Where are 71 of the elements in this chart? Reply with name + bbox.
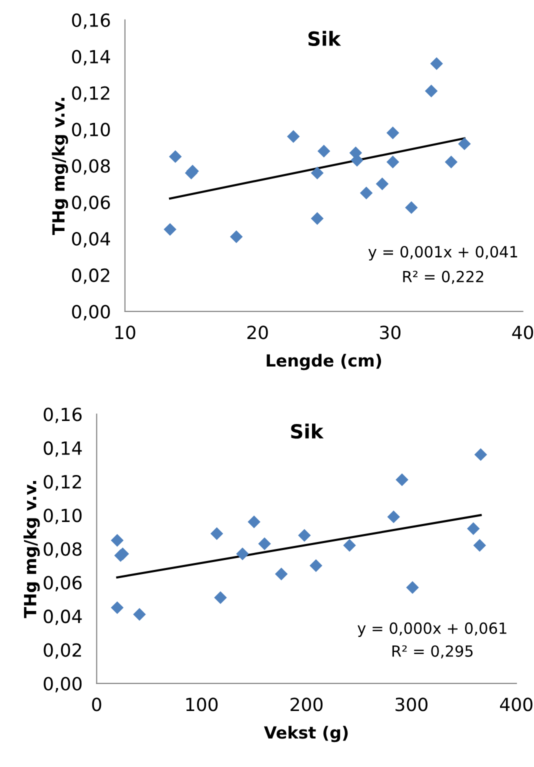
- point: [444, 156, 458, 168]
- x-tick-label: 200: [290, 698, 323, 712]
- point: [274, 568, 288, 580]
- x-tick-label: 10: [115, 326, 136, 340]
- y-tick-label: 0,00: [72, 304, 110, 320]
- point: [396, 473, 408, 486]
- y-tick-label: 0,02: [44, 643, 81, 659]
- point: [466, 522, 480, 535]
- point: [258, 537, 271, 550]
- point: [210, 527, 224, 540]
- y-tick-label: 0,14: [44, 441, 82, 457]
- point: [310, 166, 324, 180]
- point: [458, 137, 471, 150]
- chart-title: Sik: [291, 424, 324, 439]
- point: [386, 126, 400, 140]
- y-tick-label: 0,00: [44, 676, 82, 692]
- point: [110, 534, 124, 547]
- point: [310, 559, 322, 572]
- chart-title: Sik: [308, 30, 342, 46]
- point: [168, 150, 182, 163]
- annotation: y = 0,000x + 0,061: [358, 622, 506, 637]
- point: [430, 57, 443, 70]
- point: [406, 581, 419, 594]
- y-tick-label: 0,10: [44, 508, 82, 524]
- y-axis-title: THg mg/kg v.v.: [52, 98, 68, 236]
- x-tick-label: 400: [500, 698, 532, 712]
- point: [386, 156, 400, 168]
- y-tick-label: 0,16: [44, 408, 82, 424]
- x-tick-label: 100: [186, 698, 218, 712]
- point: [110, 601, 124, 614]
- point: [360, 186, 373, 200]
- point: [248, 516, 260, 528]
- annotation: R² = 0,222: [403, 270, 484, 284]
- point: [164, 223, 176, 236]
- point: [376, 178, 389, 190]
- y-tick-label: 0,08: [44, 542, 82, 558]
- y-tick-label: 0,16: [72, 13, 110, 29]
- y-tick-label: 0,06: [44, 576, 82, 592]
- y-tick-label: 0,08: [72, 159, 110, 175]
- point: [214, 591, 227, 604]
- point: [474, 448, 488, 461]
- x-axis-title: Vekst (g): [264, 726, 348, 742]
- y-tick-label: 0,12: [44, 474, 81, 490]
- y-tick-label: 0,04: [44, 610, 82, 626]
- x-axis-title: Lengde (cm): [266, 354, 382, 370]
- x-tick-label: 40: [512, 326, 534, 340]
- y-tick-label: 0,04: [72, 232, 110, 248]
- point: [310, 212, 324, 225]
- point: [424, 84, 438, 98]
- y-tick-label: 0,06: [72, 196, 110, 212]
- x-tick-label: 300: [396, 698, 428, 712]
- annotation: y = 0,001x + 0,041: [368, 246, 518, 261]
- point: [236, 547, 249, 560]
- point: [287, 130, 300, 143]
- y-axis-title: THg mg/kg v.v.: [24, 481, 40, 618]
- point: [343, 539, 356, 552]
- y-tick-label: 0,14: [72, 50, 110, 66]
- point: [473, 539, 486, 552]
- point: [133, 608, 146, 621]
- y-tick-label: 0,12: [72, 86, 110, 102]
- annotation: R² = 0,295: [392, 645, 473, 658]
- x-tick-label: 30: [380, 326, 400, 340]
- y-tick-label: 0,10: [72, 122, 110, 138]
- point: [298, 528, 311, 542]
- point: [318, 144, 330, 158]
- x-tick-label: 20: [247, 326, 268, 340]
- point: [230, 230, 243, 244]
- y-tick-label: 0,02: [72, 268, 110, 284]
- point: [405, 201, 418, 214]
- x-tick-label: 0: [92, 698, 102, 712]
- point: [387, 510, 400, 524]
